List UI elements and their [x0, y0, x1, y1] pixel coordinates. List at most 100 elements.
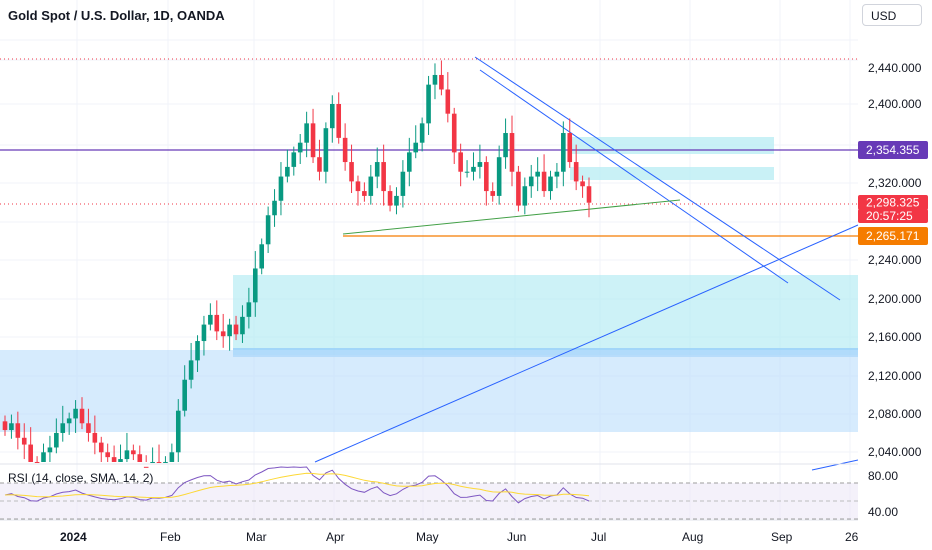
candle	[246, 302, 252, 317]
candle	[98, 442, 104, 453]
purple-level-badge	[858, 141, 928, 159]
time-tick-label: May	[416, 530, 439, 544]
candle	[233, 324, 239, 335]
rsi-tick-label: 80.00	[868, 469, 898, 483]
price-tick-label: 2,240.000	[868, 253, 922, 267]
candle	[105, 452, 110, 458]
time-tick-label: 2024	[60, 530, 87, 544]
candle	[394, 195, 399, 206]
candles	[2, 60, 592, 468]
candle	[509, 133, 515, 172]
candle	[9, 423, 14, 431]
candle	[265, 215, 271, 245]
candle	[567, 133, 573, 163]
orange-level-badge	[858, 227, 928, 245]
demand-zone-blue	[0, 350, 858, 432]
candle	[150, 461, 155, 463]
time-tick-label: Apr	[326, 530, 345, 544]
candle	[86, 423, 91, 433]
currency-selector[interactable]: USD	[862, 4, 922, 26]
candle	[188, 360, 194, 380]
time-tick-label: Sep	[771, 530, 793, 544]
candle	[323, 128, 329, 172]
chart-title: Gold Spot / U.S. Dollar, 1D, OANDA	[8, 8, 225, 23]
candle	[580, 181, 585, 187]
candle	[34, 461, 40, 463]
price-tick-label: 2,120.000	[868, 369, 922, 383]
time-tick-label: 26	[845, 530, 859, 544]
candle	[381, 162, 386, 192]
candle	[548, 176, 553, 192]
price-tick-label: 2,200.000	[868, 292, 922, 306]
candle	[407, 152, 412, 172]
candle	[201, 324, 207, 342]
rsi-line	[4, 466, 590, 504]
candle	[21, 437, 27, 445]
rsi-ma-line	[4, 472, 590, 499]
candle	[317, 157, 322, 172]
candle	[175, 410, 181, 453]
candle	[522, 186, 528, 206]
candle	[413, 142, 419, 153]
candle	[400, 171, 406, 196]
candle	[586, 186, 592, 203]
candle	[535, 171, 540, 177]
supply-zone-upper	[570, 137, 774, 154]
supply-zone-lower	[570, 167, 774, 180]
time-tick-label: Aug	[682, 530, 703, 544]
candle	[169, 452, 175, 462]
candle	[374, 162, 380, 177]
candle	[297, 142, 303, 153]
time-tick-label: Mar	[246, 530, 267, 544]
candle	[432, 74, 438, 85]
rsi-indicator-label[interactable]: RSI (14, close, SMA, 14, 2)	[8, 471, 154, 485]
trendline-rising-2	[811, 459, 859, 471]
rsi-tick-label: 40.00	[868, 505, 898, 519]
candle	[484, 162, 489, 192]
candle	[79, 408, 85, 424]
time-tick-label: Jul	[591, 530, 606, 544]
candle	[516, 171, 521, 206]
candle	[272, 200, 277, 216]
trendline-rising	[314, 224, 859, 463]
candle	[561, 133, 566, 172]
price-axis	[858, 0, 932, 550]
candle	[156, 461, 162, 463]
candle	[362, 191, 367, 196]
candle	[458, 152, 463, 172]
candle	[259, 244, 265, 269]
candle	[208, 314, 213, 325]
candle	[124, 450, 130, 460]
candle	[291, 152, 297, 167]
candle	[419, 123, 425, 143]
candle	[2, 421, 8, 431]
candle	[137, 454, 143, 462]
price-tick-label: 2,040.000	[868, 445, 922, 459]
candle	[439, 74, 444, 90]
candle	[304, 123, 309, 143]
candle	[554, 171, 560, 177]
last-price-label: 2,298.325	[866, 196, 920, 210]
candle	[451, 113, 457, 153]
price-tick-label: 2,320.000	[868, 176, 922, 190]
purple-level-label: 2,354.355	[866, 143, 920, 157]
last-price-badge	[858, 195, 928, 210]
candle	[329, 104, 335, 129]
support-trendline	[342, 199, 681, 235]
candle	[214, 314, 220, 332]
candle	[503, 133, 508, 158]
candle	[573, 162, 579, 182]
candle	[220, 331, 226, 337]
candle	[28, 444, 33, 462]
candle	[131, 450, 136, 455]
candle	[15, 423, 21, 438]
candle	[111, 457, 117, 462]
candle	[355, 181, 361, 192]
price-tick-label: 2,400.000	[868, 97, 922, 111]
candle	[182, 379, 187, 411]
candle	[60, 423, 66, 433]
candle	[496, 157, 502, 196]
candle	[73, 408, 78, 419]
price-tick-label: 2,160.000	[868, 330, 922, 344]
